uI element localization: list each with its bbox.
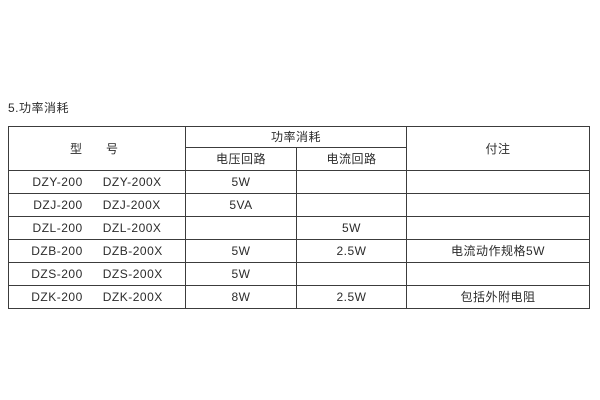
voltage-cell: 5VA — [185, 193, 297, 217]
current-cell — [295, 262, 408, 286]
model-cell: DZK-200 DZK-200X — [8, 285, 186, 309]
note-cell — [406, 262, 591, 286]
model-cell: DZJ-200 DZJ-200X — [8, 193, 186, 217]
model-name-x: DZK-200X — [102, 290, 163, 304]
col-header-current-circuit: 电流回路 — [295, 147, 408, 171]
note-cell: 包括外附电阻 — [406, 285, 591, 309]
col-header-note: 付注 — [406, 126, 591, 171]
voltage-cell: 5W — [185, 170, 297, 194]
model-name-x: DZL-200X — [102, 221, 162, 235]
section-title: 5.功率消耗 — [8, 101, 70, 115]
col-header-model: 型 号 — [8, 126, 186, 171]
model-name-x: DZB-200X — [102, 244, 163, 258]
col-header-power-group: 功率消耗 — [184, 126, 408, 148]
model-name-x: DZY-200X — [102, 175, 162, 189]
note-cell: 电流动作规格5W — [406, 239, 591, 263]
power-consumption-table: 型 号 功率消耗 付注 电压回路 电流回路 DZY-200 DZY-200X 5… — [8, 126, 591, 309]
model-name: DZL-200 — [32, 221, 83, 235]
current-cell — [295, 193, 408, 217]
model-name: DZY-200 — [32, 175, 83, 189]
model-cell: DZS-200 DZS-200X — [8, 262, 186, 286]
model-cell: DZY-200 DZY-200X — [8, 170, 186, 194]
header-row-sub: 电压回路 电流回路 — [9, 147, 590, 171]
table-row: DZB-200 DZB-200X 5W 2.5W 电流动作规格5W — [8, 239, 591, 263]
col-header-voltage-circuit: 电压回路 — [185, 147, 297, 171]
current-cell — [295, 170, 408, 194]
header-row-group: 型 号 功率消耗 付注 — [8, 126, 591, 171]
table-row: DZY-200 DZY-200X 5W — [8, 170, 591, 194]
model-name: DZB-200 — [31, 244, 83, 258]
note-cell — [406, 193, 591, 217]
model-name: DZK-200 — [31, 290, 83, 304]
model-cell: DZL-200 DZL-200X — [8, 216, 186, 240]
current-cell: 2.5W — [295, 285, 408, 309]
model-name: DZJ-200 — [33, 198, 83, 212]
model-cell: DZB-200 DZB-200X — [8, 239, 186, 263]
voltage-cell: 8W — [185, 285, 297, 309]
current-cell: 5W — [295, 216, 408, 240]
table-row: DZJ-200 DZJ-200X 5VA — [8, 193, 591, 217]
table-row: DZL-200 DZL-200X 5W — [8, 216, 591, 240]
model-name-x: DZS-200X — [102, 267, 163, 281]
model-name: DZS-200 — [31, 267, 83, 281]
note-cell — [406, 216, 591, 240]
col-header-model-label: 型 号 — [69, 141, 124, 156]
note-cell — [406, 170, 591, 194]
model-name-x: DZJ-200X — [102, 198, 161, 212]
table-row: DZS-200 DZS-200X 5W — [8, 262, 591, 286]
voltage-cell: 5W — [185, 262, 297, 286]
voltage-cell: 5W — [185, 239, 297, 263]
voltage-cell — [185, 216, 297, 240]
current-cell: 2.5W — [295, 239, 408, 263]
table-row: DZK-200 DZK-200X 8W 2.5W 包括外附电阻 — [8, 285, 591, 309]
